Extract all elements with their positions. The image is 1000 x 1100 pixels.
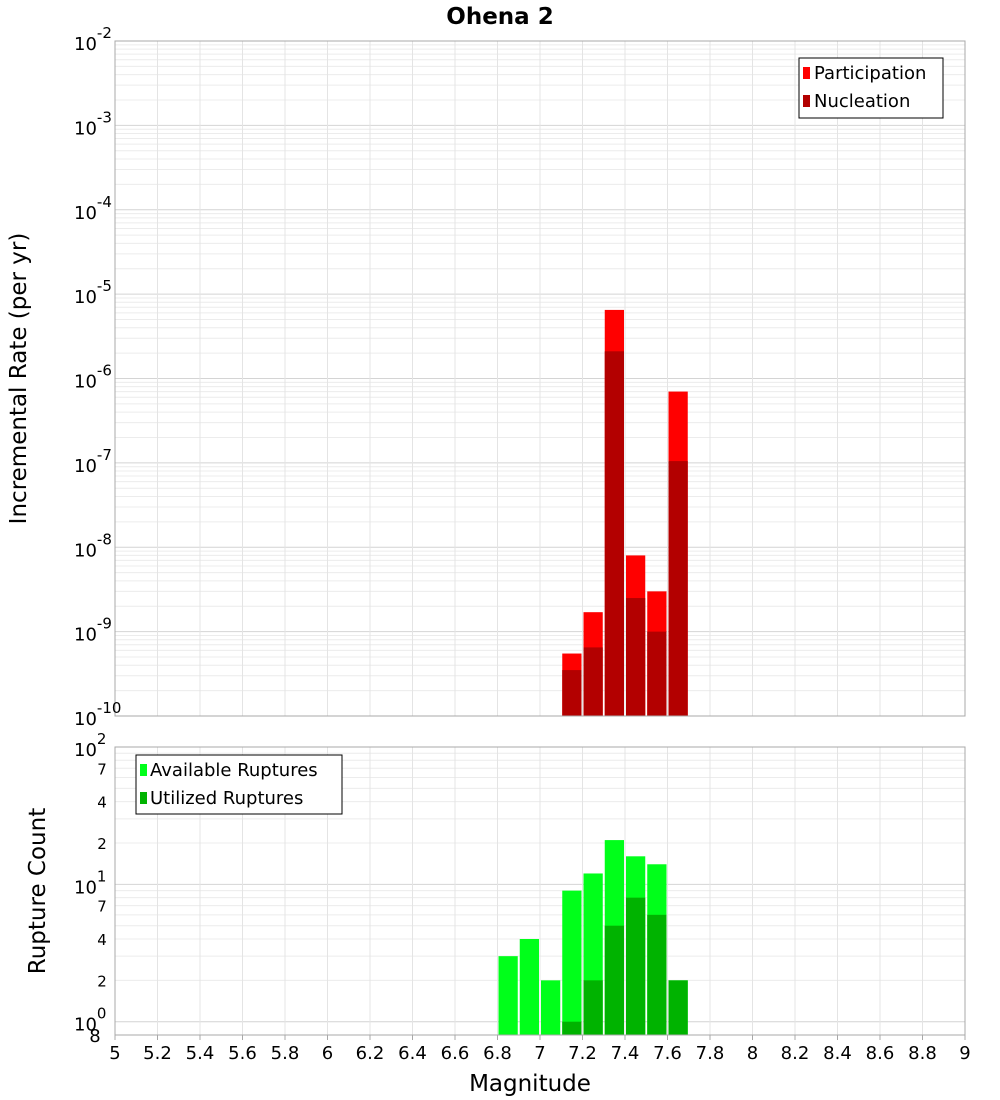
available-ruptures-bar (541, 980, 561, 1035)
count-y-ticks: 100 101 102 8 2 4 7 2 4 7 (74, 730, 107, 1047)
rate-y-tick-label: 10-10 (74, 699, 121, 730)
rate-y-tick-label: 10-4 (74, 193, 112, 224)
rate-y-tick-label: 10-5 (74, 277, 112, 308)
count-panel: 100 101 102 8 2 4 7 2 4 7 Rupture Count Available R… (25, 730, 966, 1047)
count-y-tick-label-minor: 8 (89, 1026, 100, 1047)
rate-legend-label: Participation (814, 63, 926, 84)
rate-panel: 10-10 10-9 10-8 10-7 10-6 10-5 10-4 10-3 10-2 Inc… (6, 24, 966, 730)
utilized-ruptures-bar (668, 980, 688, 1035)
x-tick-label: 5.8 (271, 1043, 300, 1064)
rate-y-tick-label: 10-6 (74, 362, 112, 393)
count-legend-label: Utilized Ruptures (150, 788, 303, 809)
nucleation-bar (562, 670, 582, 716)
nucleation-bar (583, 647, 603, 716)
count-y-tick-label-minor: 7 (97, 898, 107, 916)
available-ruptures-bar (498, 956, 518, 1035)
count-y-tick-label-minor: 7 (97, 760, 107, 778)
rate-legend-swatch (803, 67, 810, 79)
x-tick-label: 6.6 (441, 1043, 470, 1064)
rate-grid (114, 40, 966, 717)
count-legend: Available Ruptures Utilized Ruptures (135, 754, 343, 815)
count-legend-label: Available Ruptures (150, 760, 318, 781)
utilized-ruptures-bar (562, 1021, 582, 1035)
rate-y-ticks: 10-10 10-9 10-8 10-7 10-6 10-5 10-4 10-3 10-2 (74, 24, 121, 730)
count-legend-swatch (140, 764, 147, 776)
count-y-tick-label-minor: 4 (97, 931, 107, 949)
nucleation-bar (647, 631, 667, 716)
count-y-tick-label-major: 100 (74, 1005, 106, 1036)
rate-bars (562, 309, 688, 716)
count-y-tick-label-major: 101 (74, 867, 106, 898)
rate-y-tick-label: 10-3 (74, 108, 112, 139)
x-tick-label: 8.8 (908, 1043, 937, 1064)
x-tick-label: 8 (747, 1043, 758, 1064)
rate-y-tick-label: 10-2 (74, 24, 112, 55)
rate-y-axis-title: Incremental Rate (per yr) (6, 233, 32, 525)
rate-legend: Participation Nucleation (798, 57, 944, 119)
nucleation-bar (604, 351, 624, 716)
x-tick-label: 5.4 (186, 1043, 215, 1064)
x-tick-label: 5 (109, 1043, 120, 1064)
available-ruptures-bar (519, 939, 539, 1035)
count-legend-box (135, 754, 343, 815)
x-ticks: 5 5.2 5.4 5.6 5.8 6 6.2 6.4 6.6 6.8 7 7.2 7.4 7.6 7.8 8… (109, 1035, 971, 1064)
count-y-axis-title: Rupture Count (25, 808, 51, 974)
rate-legend-swatch (803, 95, 810, 107)
nucleation-bar (668, 461, 688, 716)
rate-legend-box (798, 57, 944, 119)
x-tick-label: 8.2 (781, 1043, 810, 1064)
rate-legend-label: Nucleation (814, 91, 910, 112)
available-ruptures-bar (562, 890, 582, 1035)
count-legend-swatch (140, 792, 147, 804)
x-tick-label: 5.2 (143, 1043, 172, 1064)
x-tick-label: 6 (322, 1043, 333, 1064)
count-y-tick-label-minor: 2 (97, 972, 107, 990)
utilized-ruptures-bar (626, 897, 646, 1035)
count-y-tick-label-minor: 4 (97, 794, 107, 812)
rate-y-tick-label: 10-9 (74, 615, 112, 646)
rate-plot-border (114, 40, 966, 717)
x-axis-title: Magnitude (469, 1071, 591, 1097)
x-tick-label: 7 (534, 1043, 545, 1064)
chart-title: Ohena 2 (446, 4, 553, 30)
rate-y-tick-label: 10-7 (74, 446, 112, 477)
x-tick-label: 7.8 (696, 1043, 725, 1064)
x-tick-label: 6.2 (356, 1043, 385, 1064)
count-y-tick-label-minor: 2 (97, 835, 107, 853)
nucleation-bar (626, 598, 646, 716)
x-tick-label: 7.2 (568, 1043, 597, 1064)
x-tick-label: 6.8 (483, 1043, 512, 1064)
x-tick-label: 6.4 (398, 1043, 427, 1064)
x-tick-label: 8.6 (866, 1043, 895, 1064)
x-tick-label: 8.4 (823, 1043, 852, 1064)
x-tick-label: 9 (959, 1043, 970, 1064)
count-bars (498, 840, 688, 1035)
x-tick-label: 5.6 (228, 1043, 257, 1064)
count-y-tick-label-major: 102 (74, 730, 106, 761)
x-tick-label: 7.4 (611, 1043, 640, 1064)
utilized-ruptures-bar (583, 980, 603, 1035)
utilized-ruptures-bar (647, 914, 667, 1035)
rate-y-tick-label: 10-8 (74, 530, 112, 561)
utilized-ruptures-bar (604, 925, 624, 1035)
x-tick-label: 7.6 (653, 1043, 682, 1064)
